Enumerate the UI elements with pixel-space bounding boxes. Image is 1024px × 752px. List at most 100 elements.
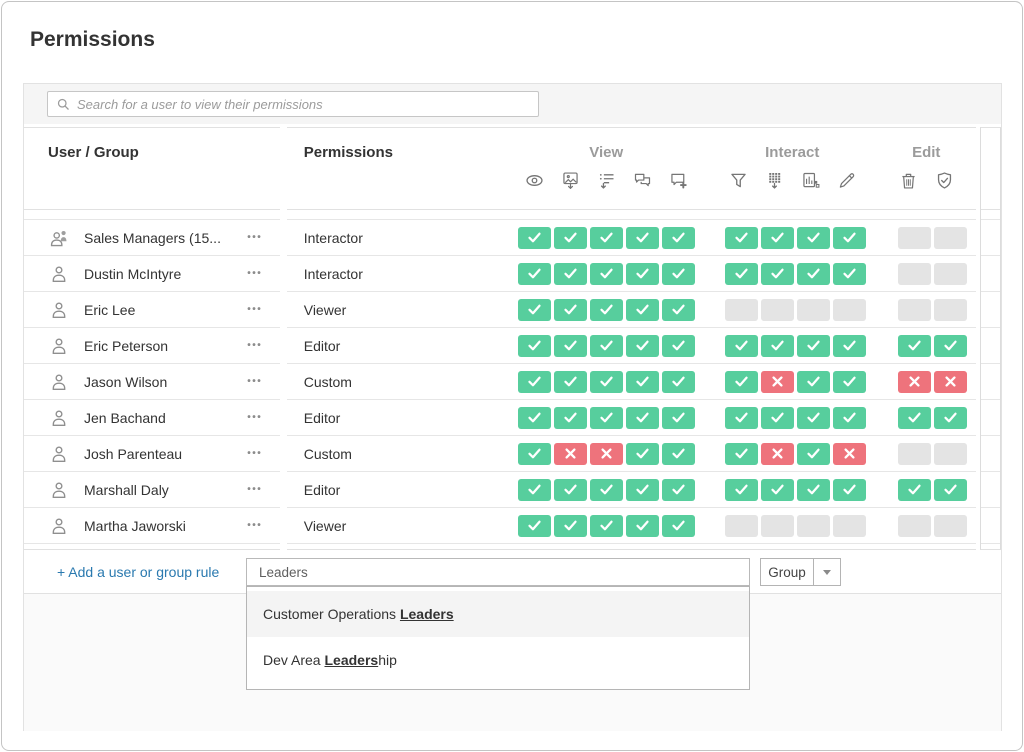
- add-user-group-rule-link[interactable]: + Add a user or group rule: [57, 564, 220, 580]
- permission-cell-check[interactable]: [661, 334, 695, 357]
- rule-type-dropdown-button[interactable]: [813, 559, 840, 585]
- permission-cell-check[interactable]: [796, 442, 830, 465]
- rule-type-value[interactable]: Group: [768, 564, 806, 580]
- permission-cell-check[interactable]: [625, 334, 659, 357]
- permission-cell-check[interactable]: [832, 406, 866, 429]
- permission-cell-check[interactable]: [661, 262, 695, 285]
- table-row[interactable]: Sales Managers (15... •••: [24, 220, 280, 256]
- permission-cell-check[interactable]: [724, 334, 758, 357]
- ellipsis-menu[interactable]: •••: [247, 376, 263, 387]
- permission-cell-none[interactable]: [832, 298, 866, 321]
- permission-cell-check[interactable]: [517, 226, 551, 249]
- permission-cell-x[interactable]: [832, 442, 866, 465]
- permission-cell-x[interactable]: [553, 442, 587, 465]
- permission-cell-check[interactable]: [832, 262, 866, 285]
- permission-cell-none[interactable]: [897, 442, 931, 465]
- permission-cell-check[interactable]: [897, 406, 931, 429]
- rule-type-selector[interactable]: Group: [760, 558, 841, 586]
- permission-cell-none[interactable]: [796, 514, 830, 537]
- permission-cell-check[interactable]: [760, 262, 794, 285]
- permission-cell-check[interactable]: [661, 370, 695, 393]
- permission-cell-check[interactable]: [724, 370, 758, 393]
- permission-cell-check[interactable]: [897, 334, 931, 357]
- permission-cell-check[interactable]: [517, 334, 551, 357]
- permission-cell-check[interactable]: [517, 262, 551, 285]
- permission-cell-check[interactable]: [832, 226, 866, 249]
- table-row[interactable]: Jen Bachand •••: [24, 400, 280, 436]
- permission-cell-check[interactable]: [724, 406, 758, 429]
- permission-cell-check[interactable]: [832, 370, 866, 393]
- permission-cell-check[interactable]: [625, 442, 659, 465]
- ellipsis-menu[interactable]: •••: [247, 448, 263, 459]
- permission-cell-check[interactable]: [796, 478, 830, 501]
- permission-cell-none[interactable]: [933, 442, 967, 465]
- permission-cell-check[interactable]: [553, 478, 587, 501]
- permission-cell-check[interactable]: [517, 442, 551, 465]
- permission-cell-check[interactable]: [661, 298, 695, 321]
- permission-cell-check[interactable]: [625, 370, 659, 393]
- permission-cell-check[interactable]: [661, 226, 695, 249]
- permission-cell-check[interactable]: [760, 478, 794, 501]
- permission-cell-check[interactable]: [589, 406, 623, 429]
- ellipsis-menu[interactable]: •••: [247, 484, 263, 495]
- permission-cell-check[interactable]: [625, 226, 659, 249]
- permission-cell-check[interactable]: [625, 478, 659, 501]
- permission-cell-check[interactable]: [724, 226, 758, 249]
- permission-cell-check[interactable]: [589, 262, 623, 285]
- permission-cell-check[interactable]: [661, 406, 695, 429]
- permission-cell-check[interactable]: [933, 334, 967, 357]
- permission-cell-none[interactable]: [724, 298, 758, 321]
- permission-cell-check[interactable]: [832, 478, 866, 501]
- permission-cell-none[interactable]: [724, 514, 758, 537]
- permission-cell-check[interactable]: [553, 370, 587, 393]
- permission-cell-check[interactable]: [796, 226, 830, 249]
- permission-cell-check[interactable]: [625, 514, 659, 537]
- permission-cell-check[interactable]: [589, 334, 623, 357]
- ellipsis-menu[interactable]: •••: [247, 340, 263, 351]
- permission-cell-check[interactable]: [933, 406, 967, 429]
- permission-cell-none[interactable]: [760, 298, 794, 321]
- table-row[interactable]: Martha Jaworski •••: [24, 508, 280, 544]
- table-row[interactable]: Josh Parenteau •••: [24, 436, 280, 472]
- permission-cell-none[interactable]: [897, 298, 931, 321]
- permission-cell-check[interactable]: [517, 514, 551, 537]
- permission-cell-check[interactable]: [625, 406, 659, 429]
- permission-cell-none[interactable]: [933, 514, 967, 537]
- suggestion-item[interactable]: Dev Area Leadership: [263, 652, 397, 668]
- permission-cell-check[interactable]: [724, 262, 758, 285]
- search-input[interactable]: [77, 96, 530, 112]
- permission-cell-check[interactable]: [661, 478, 695, 501]
- permission-cell-none[interactable]: [832, 514, 866, 537]
- table-row[interactable]: Eric Peterson •••: [24, 328, 280, 364]
- permission-cell-check[interactable]: [589, 514, 623, 537]
- table-row[interactable]: Eric Lee •••: [24, 292, 280, 328]
- table-row[interactable]: Jason Wilson •••: [24, 364, 280, 400]
- permission-cell-none[interactable]: [760, 514, 794, 537]
- permission-cell-check[interactable]: [760, 406, 794, 429]
- permission-cell-check[interactable]: [796, 370, 830, 393]
- permission-cell-check[interactable]: [553, 334, 587, 357]
- table-row[interactable]: Dustin McIntyre •••: [24, 256, 280, 292]
- permission-cell-none[interactable]: [933, 226, 967, 249]
- permission-cell-none[interactable]: [897, 226, 931, 249]
- ellipsis-menu[interactable]: •••: [247, 520, 263, 531]
- permission-cell-x[interactable]: [933, 370, 967, 393]
- permission-cell-check[interactable]: [589, 298, 623, 321]
- permission-cell-check[interactable]: [661, 514, 695, 537]
- permission-cell-check[interactable]: [796, 334, 830, 357]
- permission-cell-check[interactable]: [589, 226, 623, 249]
- permission-cell-check[interactable]: [832, 334, 866, 357]
- permission-cell-check[interactable]: [517, 478, 551, 501]
- permission-cell-check[interactable]: [933, 478, 967, 501]
- permission-cell-check[interactable]: [661, 442, 695, 465]
- permission-cell-check[interactable]: [517, 406, 551, 429]
- ellipsis-menu[interactable]: •••: [247, 412, 263, 423]
- permission-cell-x[interactable]: [760, 442, 794, 465]
- ellipsis-menu[interactable]: •••: [247, 232, 263, 243]
- permission-cell-none[interactable]: [796, 298, 830, 321]
- permission-cell-check[interactable]: [760, 226, 794, 249]
- permission-cell-check[interactable]: [625, 262, 659, 285]
- permission-cell-check[interactable]: [553, 226, 587, 249]
- permission-cell-check[interactable]: [796, 406, 830, 429]
- permission-cell-x[interactable]: [897, 370, 931, 393]
